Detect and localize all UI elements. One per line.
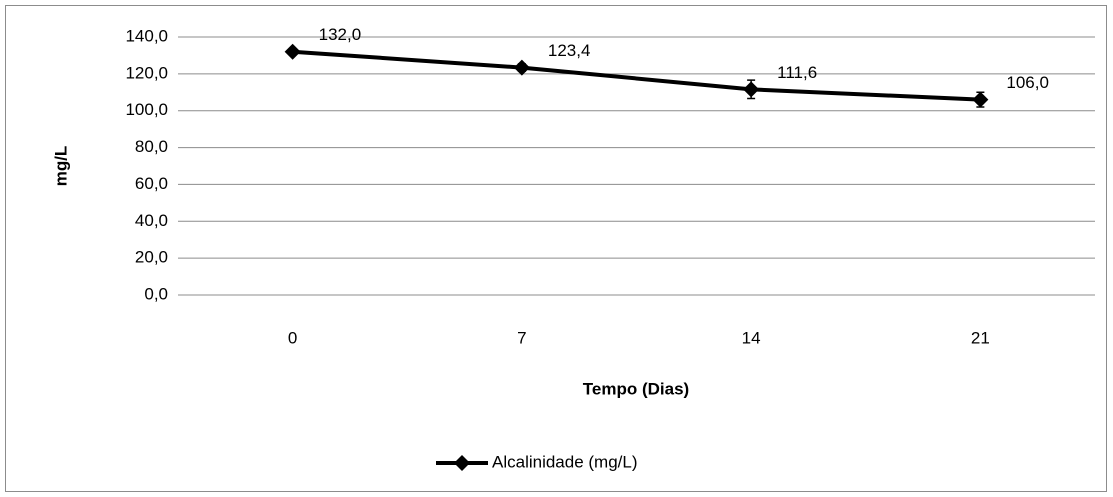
data-label: 123,4: [548, 41, 591, 60]
y-tick-label: 80,0: [135, 137, 168, 156]
y-tick-label: 100,0: [125, 100, 168, 119]
legend-label: Alcalinidade (mg/L): [492, 452, 638, 471]
y-tick-label: 20,0: [135, 248, 168, 267]
x-tick-label: 7: [517, 328, 526, 347]
data-line: [292, 49, 981, 102]
x-tick-label: 21: [971, 328, 990, 347]
y-axis-label: mg/L: [51, 146, 70, 187]
y-tick-label: 140,0: [125, 26, 168, 45]
data-marker: [743, 81, 760, 98]
data-label: 106,0: [1006, 73, 1049, 92]
y-tick-label: 120,0: [125, 63, 168, 82]
data-marker: [972, 91, 989, 108]
y-tick-label: 0,0: [144, 284, 168, 303]
legend-marker: [454, 455, 470, 471]
x-axis-label: Tempo (Dias): [583, 379, 689, 398]
data-label: 132,0: [319, 25, 362, 44]
data-label: 111,6: [777, 63, 817, 82]
x-tick-label: 0: [288, 328, 297, 347]
x-tick-label: 14: [742, 328, 761, 347]
y-tick-label: 40,0: [135, 211, 168, 230]
chart-border: [5, 5, 1107, 492]
data-marker: [284, 43, 301, 60]
y-tick-label: 60,0: [135, 174, 168, 193]
data-marker: [513, 59, 530, 76]
